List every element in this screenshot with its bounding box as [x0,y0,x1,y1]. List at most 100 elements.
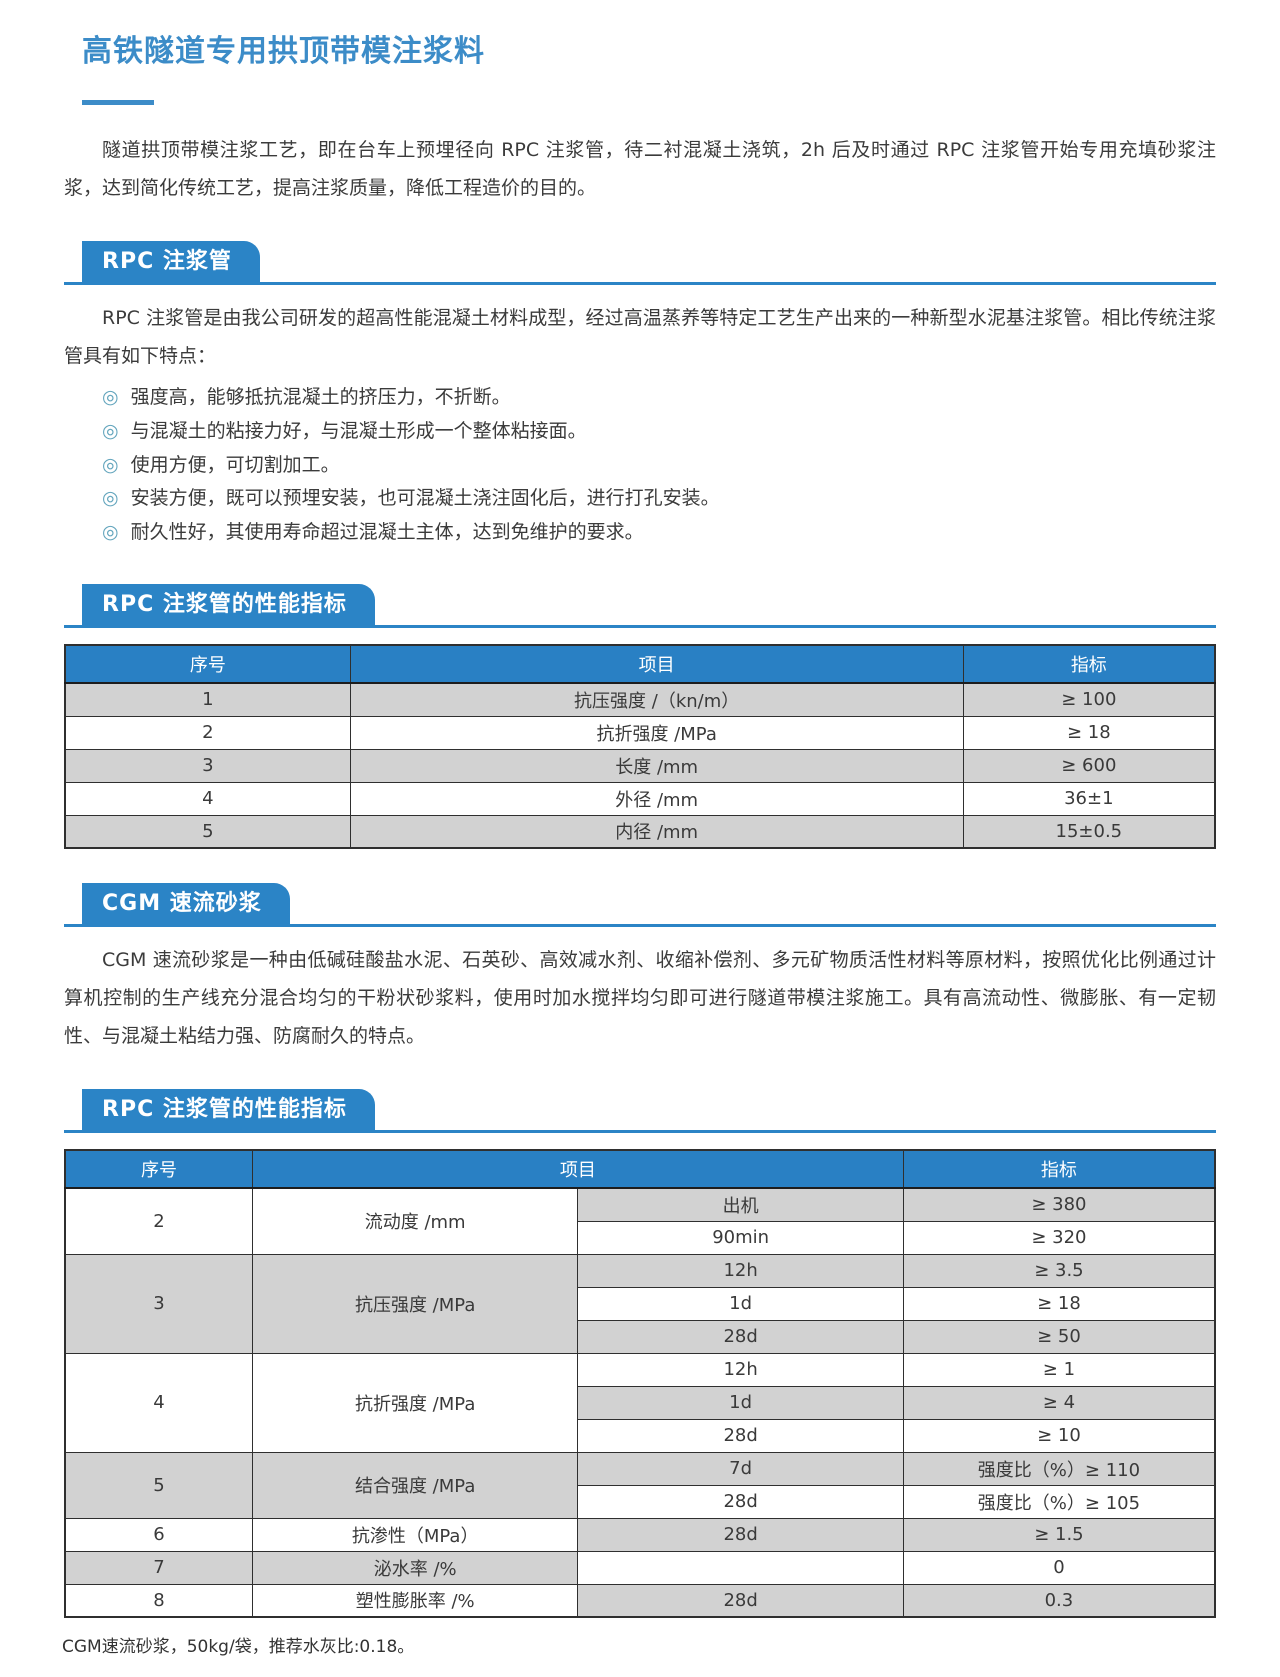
intro-paragraph: 隧道拱顶带模注浆工艺，即在台车上预埋径向 RPC 注浆管，待二衬混凝土浇筑，2h… [64,139,1216,199]
col-header-value: 指标 [902,1149,1216,1190]
rpc-description: RPC 注浆管是由我公司研发的超高性能混凝土材料成型，经过高温蒸养等特定工艺生产… [64,307,1216,367]
cell-item: 抗折强度 /MPa [349,715,964,750]
cell-cond: 出机 [577,1187,904,1222]
cell-value: ≥ 320 [902,1220,1216,1255]
cell-no: 2 [64,1187,253,1255]
footnote: CGM速流砂浆，50kg/袋，推荐水灰比:0.18。 [62,1637,415,1658]
cell-cond: 28d [577,1583,904,1618]
banner-label-cgm: CGM 速流砂浆 [82,883,290,925]
table-row: 6 抗渗性（MPa） 28d ≥ 1.5 [64,1517,1216,1552]
cell-no: 7 [64,1550,253,1585]
cell-no: 1 [64,682,351,717]
feature-text: 安装方便，既可以预埋安装，也可混凝土浇注固化后，进行打孔安装。 [130,487,720,510]
col-header-item: 项目 [349,644,964,685]
cell-no: 2 [64,715,351,750]
cell-value: ≥ 1.5 [902,1517,1216,1552]
cell-cond [577,1550,904,1585]
table-row: 2 流动度 /mm 出机 ≥ 380 [64,1187,1216,1255]
feature-item: ◎ 与混凝土的粘接力好，与混凝土形成一个整体粘接面。 [102,415,1216,449]
cell-item: 外径 /mm [349,781,964,816]
table-row: 28d ≥ 50 [65,1319,1216,1354]
rpc-feature-list: ◎ 强度高，能够抵抗混凝土的挤压力，不折断。 ◎ 与混凝土的粘接力好，与混凝土形成一… [102,381,1216,550]
bullet-icon: ◎ [102,419,119,442]
cell-no: 5 [64,1451,253,1519]
table-row: 5 内径 /mm 15±0.5 [64,814,1216,849]
cell-no: 6 [64,1517,253,1552]
cell-item: 抗压强度 /MPa [251,1253,579,1354]
table-row: 1d ≥ 4 [65,1385,1216,1420]
bullet-icon: ◎ [102,453,119,476]
bullet-icon: ◎ [102,386,119,408]
feature-item: ◎ 耐久性好，其使用寿命超过混凝土主体，达到免维护的要求。 [102,516,1216,550]
table-row: 2 抗折强度 /MPa ≥ 18 [64,715,1216,750]
cell-value: 36±1 [962,781,1216,816]
table-header-row: 序号 项目 指标 [64,1149,1216,1190]
cell-cond: 28d [577,1418,904,1453]
cell-no: 3 [64,1253,253,1354]
rpc-performance-table: 序号 项目 指标 1 抗压强度 /（kn/m） ≥ 100 2 抗折强度 /MP… [64,644,1216,850]
cgm-description: CGM 速流砂浆是一种由低碱硅酸盐水泥、石英砂、高效减水剂、收缩补偿剂、多元矿物… [64,949,1216,1048]
cell-value: ≥ 1 [902,1352,1216,1387]
table-row: 8 塑性膨胀率 /% 28d 0.3 [64,1583,1216,1618]
cell-cond: 12h [577,1352,904,1387]
bullet-icon: ◎ [102,487,119,510]
cell-value: ≥ 18 [962,715,1216,750]
cell-value: 强度比（%）≥ 105 [902,1484,1216,1519]
table-row: 28d ≥ 10 [65,1418,1216,1453]
cell-value: ≥ 10 [902,1418,1216,1453]
cell-cond: 1d [577,1385,904,1420]
cgm-performance-table: 序号 项目 指标 2 流动度 /mm 出机 ≥ 380 90min ≥ 320 … [64,1149,1216,1619]
cell-value: ≥ 100 [962,682,1216,717]
cell-no: 4 [64,781,351,816]
cell-no: 5 [64,814,351,849]
feature-item: ◎ 安装方便，既可以预埋安装，也可混凝土浇注固化后，进行打孔安装。 [102,482,1216,516]
bullet-icon: ◎ [102,521,119,544]
feature-text: 与混凝土的粘接力好，与混凝土形成一个整体粘接面。 [130,419,587,442]
cell-item: 长度 /mm [349,748,964,783]
section-banner-rpc-table: RPC 注浆管的性能指标 [64,584,1216,629]
table-row: 4 外径 /mm 36±1 [64,781,1216,816]
cell-value: ≥ 18 [902,1286,1216,1321]
table-row: 4 抗折强度 /MPa 12h ≥ 1 [64,1352,1216,1453]
section-banner-rpc: RPC 注浆管 [64,241,1216,285]
cell-value: 15±0.5 [962,814,1216,849]
table-row: 1 抗压强度 /（kn/m） ≥ 100 [64,682,1216,717]
table-row: 7 泌水率 /% 0 [64,1550,1216,1585]
cell-cond: 28d [577,1319,904,1354]
table-row: 28d 强度比（%）≥ 105 [65,1484,1216,1519]
section-banner-cgm-table: RPC 注浆管的性能指标 [64,1089,1216,1134]
cell-value: ≥ 3.5 [902,1253,1216,1288]
table-row: 5 结合强度 /MPa 7d 强度比（%）≥ 110 [64,1451,1216,1519]
cell-cond: 1d [577,1286,904,1321]
feature-item: ◎ 使用方便，可切割加工。 [102,449,1216,483]
cell-value: 0.3 [902,1583,1216,1618]
cell-item: 流动度 /mm [251,1187,579,1255]
cell-value: ≥ 380 [902,1187,1216,1222]
col-header-no: 序号 [64,1149,253,1190]
cell-no: 3 [64,748,351,783]
col-header-value: 指标 [962,644,1216,685]
cell-value: 强度比（%）≥ 110 [902,1451,1216,1486]
page-title: 高铁隧道专用拱顶带模注浆料 [82,34,485,69]
feature-text: 强度高，能够抵抗混凝土的挤压力，不折断。 [130,386,511,408]
cell-cond: 28d [577,1484,904,1519]
section-banner-cgm: CGM 速流砂浆 [64,883,1216,928]
feature-text: 耐久性好，其使用寿命超过混凝土主体，达到免维护的要求。 [130,521,644,544]
banner-label-cgm-table: RPC 注浆管的性能指标 [82,1089,375,1131]
feature-text: 使用方便，可切割加工。 [130,453,340,476]
cell-item: 塑性膨胀率 /% [251,1583,579,1618]
title-underline [82,100,154,105]
table-row: 3 抗压强度 /MPa 12h ≥ 3.5 [64,1253,1216,1354]
cell-item: 抗压强度 /（kn/m） [349,682,964,717]
cell-cond: 28d [577,1517,904,1552]
cell-item: 内径 /mm [349,814,964,849]
col-header-item: 项目 [251,1149,904,1190]
cell-cond: 12h [577,1253,904,1288]
cell-value: ≥ 50 [902,1319,1216,1354]
cell-item: 抗渗性（MPa） [251,1517,579,1552]
cell-cond: 7d [577,1451,904,1486]
cell-value: ≥ 4 [902,1385,1216,1420]
banner-label-rpc-table: RPC 注浆管的性能指标 [82,584,375,626]
cell-item: 泌水率 /% [251,1550,579,1585]
